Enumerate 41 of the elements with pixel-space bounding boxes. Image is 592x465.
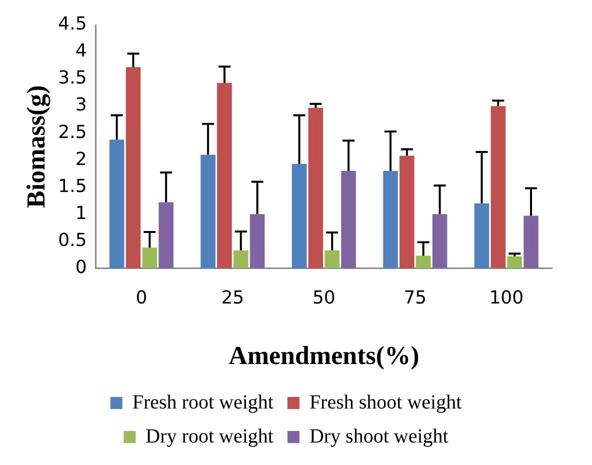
x-axis-title: Amendments(%) [228,341,420,370]
legend-label: Fresh shoot weight [309,391,462,414]
bar [324,250,340,268]
bar [474,203,490,268]
y-tick-label: 4.5 [58,14,87,35]
legend-label: Dry shoot weight [309,425,449,448]
x-tick-label: 50 [312,288,336,309]
bar [292,164,307,268]
bar [524,216,538,268]
y-tick-label: 0.5 [58,230,87,251]
bar [507,256,522,268]
legend-label: Fresh root weight [132,391,274,414]
bar [400,156,414,268]
bar [126,67,141,268]
y-tick-label: 3 [75,94,87,116]
bar [490,106,506,268]
bar [383,170,398,268]
y-tick-label: 2.5 [58,122,87,143]
x-tick-label: 100 [489,288,524,309]
y-tick-label: 3.5 [58,68,87,89]
x-tick-label: 25 [221,288,244,309]
bar [432,214,448,268]
y-tick-label: 1 [75,202,87,224]
y-tick-label: 4 [75,40,87,62]
x-tick-label: 75 [404,288,427,309]
legend-label: Dry root weight [146,425,274,448]
bar [158,202,174,268]
bar [200,154,216,268]
bar [341,170,356,268]
bar [109,140,124,268]
y-tick-label: 0 [75,256,87,278]
x-tick-label: 0 [136,288,148,309]
y-tick-label: 1.5 [58,176,87,197]
bar [250,214,265,268]
y-tick-label: 2 [75,148,87,170]
bar [217,82,232,268]
bar [308,108,324,268]
bar [142,248,158,268]
bar [416,256,431,268]
bar [234,250,248,268]
y-axis-title: Biomass(g) [21,85,50,208]
